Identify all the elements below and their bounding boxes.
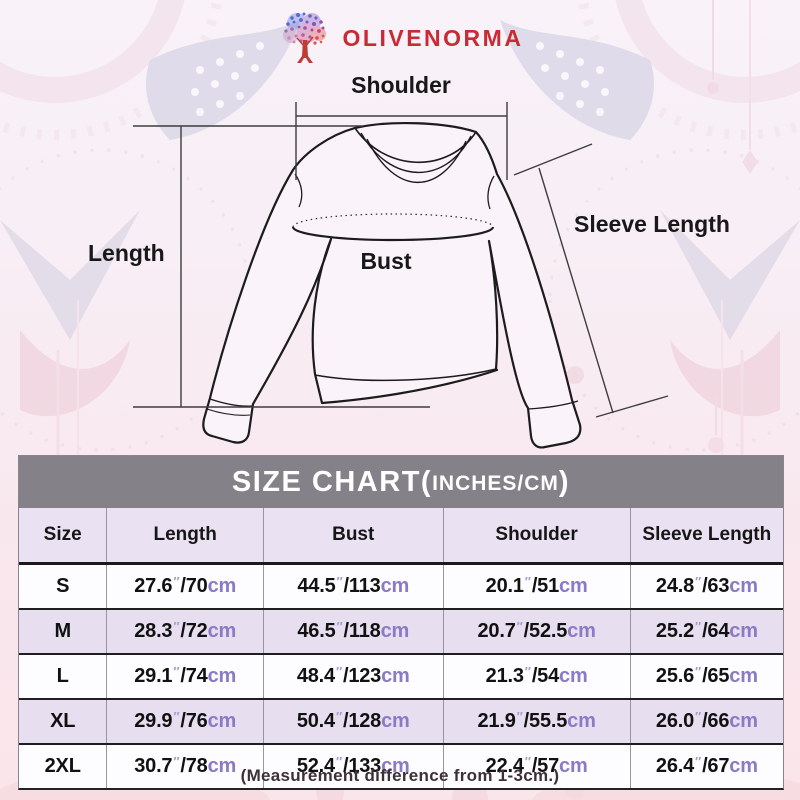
- size-table: Size Length Bust Shoulder Sleeve Length S 27.…: [19, 508, 783, 788]
- measurement-cell: 29.1″/74cm: [106, 654, 264, 700]
- measurement-cell: 46.5″/118cm: [262, 609, 443, 655]
- size-chart: SIZE CHART(INCHES/CM) Size Length Bust Shou…: [18, 455, 784, 790]
- measurement-cell: 20.7″/52.5cm: [442, 609, 631, 655]
- measurement-cell: 28.3″/72cm: [106, 609, 264, 655]
- size-cell: 2XL: [44, 755, 81, 777]
- measurement-cell: 20.1″/51cm: [442, 563, 631, 610]
- column-header-length: Length: [106, 508, 264, 565]
- column-header-sleeve-length: Sleeve Length: [629, 508, 783, 565]
- measurement-cell: 21.9″/55.5cm: [442, 699, 631, 745]
- column-header-size: Size: [19, 508, 107, 565]
- measurement-cell: 50.4″/128cm: [262, 699, 443, 745]
- measurement-cell: 22.4″/57cm: [442, 744, 631, 788]
- size-row-xl: XL 29.9″/76cm 50.4″/128cm 21.9″/55.5cm 26.0″…: [19, 699, 783, 745]
- size-row-s: S 27.6″/70cm 44.5″/113cm 20.1″/51cm 24.8″/63…: [19, 563, 783, 610]
- sleeve-length-label: Sleeve Length: [574, 211, 730, 237]
- brand-name: OLIVENORMA: [342, 24, 524, 51]
- measurement-cell: 26.0″/66cm: [629, 699, 783, 745]
- measurement-cell: 44.5″/113cm: [262, 563, 443, 610]
- measurement-cell: 30.7″/78cm: [106, 744, 264, 788]
- size-row-2xl: 2XL 30.7″/78cm 52.4″/133cm 22.4″/57cm 26.4″/…: [19, 744, 783, 788]
- brand-logo: OLIVENORMA: [0, 8, 800, 68]
- size-table-body: S 27.6″/70cm 44.5″/113cm 20.1″/51cm 24.8″/63…: [19, 563, 783, 788]
- brand-tree-icon: [282, 12, 326, 63]
- shoulder-label: Shoulder: [351, 72, 451, 98]
- size-cell: S: [19, 563, 107, 610]
- size-table-header-row: Size Length Bust Shoulder Sleeve Length: [19, 508, 783, 565]
- measurement-cell: 25.6″/65cm: [629, 654, 783, 700]
- size-chart-title: SIZE CHART(INCHES/CM): [19, 456, 783, 508]
- measurement-cell: 25.2″/64cm: [629, 609, 783, 655]
- measurement-cell: 48.4″/123cm: [262, 654, 443, 700]
- size-row-l: L 29.1″/74cm 48.4″/123cm 21.3″/54cm 25.6″/65…: [19, 654, 783, 700]
- measurement-note: (Measurement difference from 1-3cm.): [240, 766, 560, 785]
- size-chart-title-main: SIZE CHART(: [231, 465, 433, 498]
- measurement-cell: 21.3″/54cm: [442, 654, 631, 700]
- measurement-cell: 29.9″/76cm: [106, 699, 264, 745]
- size-cell: XL: [19, 699, 107, 745]
- size-chart-title-units: INCHES/CM: [432, 472, 559, 495]
- column-header-bust: Bust: [262, 508, 443, 565]
- length-label: Length: [88, 240, 165, 266]
- size-row-m: M 28.3″/72cm 46.5″/118cm 20.7″/52.5cm 25.2″/…: [19, 609, 783, 655]
- bust-label: Bust: [360, 248, 412, 274]
- size-cell: M: [19, 609, 107, 655]
- measurement-cell: 24.8″/63cm: [629, 563, 783, 610]
- measurement-cell: 27.6″/70cm: [106, 563, 264, 610]
- measurement-cell: 26.4″/67cm: [629, 744, 783, 788]
- measurement-cell: 52.4″/133cm: [262, 744, 443, 788]
- column-header-shoulder: Shoulder: [442, 508, 631, 565]
- size-chart-title-close: ): [558, 465, 571, 498]
- size-cell: L: [19, 654, 107, 700]
- garment-diagram: Shoulder Length Bust Sleeve Length: [88, 72, 730, 449]
